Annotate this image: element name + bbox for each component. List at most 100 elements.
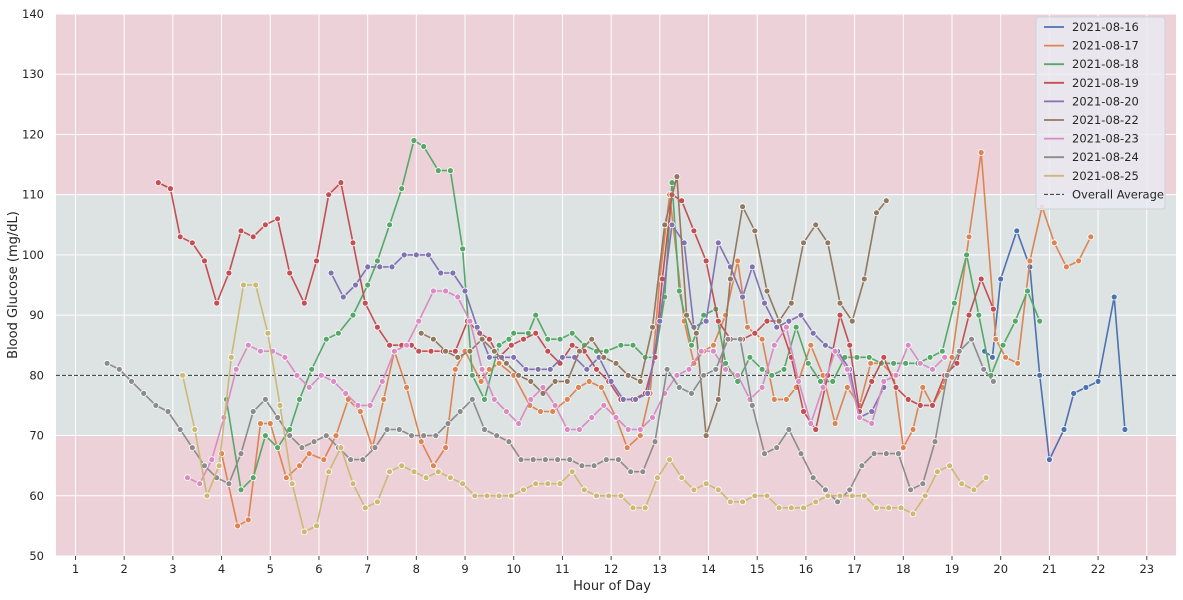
data-point: [683, 311, 690, 319]
data-point: [1036, 371, 1044, 379]
data-point: [510, 353, 518, 361]
data-point: [420, 143, 428, 150]
data-point: [980, 365, 988, 373]
data-point: [515, 371, 522, 379]
data-point: [763, 317, 771, 325]
data-point: [710, 347, 717, 355]
data-point: [795, 377, 802, 385]
data-point: [977, 149, 985, 156]
data-point: [364, 281, 372, 289]
data-point: [576, 347, 583, 355]
data-point: [812, 426, 820, 433]
data-point: [812, 221, 820, 229]
data-point: [305, 450, 313, 458]
data-point: [787, 504, 795, 512]
data-point: [649, 414, 656, 421]
data-point: [1036, 317, 1044, 325]
data-point: [727, 498, 734, 506]
legend-label: 2021-08-18: [1072, 57, 1139, 71]
data-point: [770, 395, 778, 403]
data-point: [800, 408, 807, 415]
data-point: [724, 335, 732, 343]
data-point: [568, 341, 576, 349]
data-point: [325, 468, 333, 476]
data-point: [736, 335, 744, 343]
data-point: [982, 474, 990, 482]
data-point: [451, 365, 459, 373]
legend-entry: 2021-08-24: [1044, 150, 1139, 164]
data-point: [775, 317, 783, 325]
data-point: [690, 486, 698, 494]
data-point: [809, 474, 817, 482]
data-point: [184, 474, 191, 482]
data-point: [481, 426, 488, 433]
data-point: [442, 347, 450, 355]
data-point: [364, 263, 372, 271]
legend-entry: 2021-08-23: [1044, 132, 1139, 146]
data-point: [322, 335, 330, 343]
data-point: [632, 395, 639, 403]
data-point: [1094, 377, 1102, 385]
data-point: [880, 377, 888, 385]
data-point: [349, 239, 357, 247]
data-point: [907, 486, 914, 494]
data-point: [858, 462, 866, 470]
data-point: [532, 329, 540, 337]
data-point: [300, 528, 308, 536]
data-point: [758, 365, 766, 373]
data-point: [380, 395, 388, 403]
y-tick-label: 80: [29, 368, 44, 382]
data-point: [824, 239, 832, 247]
data-point: [792, 323, 800, 331]
data-point: [848, 492, 856, 500]
legend-entry-average: Overall Average: [1044, 187, 1164, 201]
data-point: [836, 299, 844, 307]
data-point: [261, 432, 269, 440]
data-point: [103, 359, 111, 367]
data-point: [921, 492, 929, 500]
x-tick-label: 2: [121, 562, 128, 576]
data-point: [520, 335, 527, 343]
x-tick-label: 18: [896, 562, 911, 576]
data-point: [663, 365, 671, 373]
data-point: [797, 450, 805, 458]
data-point: [644, 389, 652, 397]
data-point: [636, 377, 644, 385]
data-point: [710, 341, 717, 349]
data-point: [673, 173, 681, 181]
data-point: [493, 432, 501, 440]
data-point: [712, 365, 720, 373]
data-point: [152, 401, 160, 409]
data-point: [865, 353, 873, 361]
data-point: [714, 317, 722, 325]
legend-label: 2021-08-20: [1072, 94, 1139, 108]
data-point: [853, 353, 861, 361]
data-point: [237, 450, 245, 458]
data-point: [249, 408, 257, 415]
series-2021-08-25: [179, 281, 990, 536]
data-point: [478, 365, 486, 373]
data-point: [359, 456, 367, 464]
data-point: [403, 341, 411, 349]
data-point: [727, 275, 734, 283]
x-axis-label: Hour of Day: [573, 579, 651, 594]
data-point: [349, 311, 357, 319]
data-point: [237, 486, 245, 494]
data-point: [559, 353, 566, 361]
data-point: [904, 341, 912, 349]
data-point: [498, 353, 506, 361]
data-point: [836, 492, 844, 500]
data-point: [483, 492, 491, 500]
data-point: [804, 359, 812, 367]
x-tick-label: 6: [315, 562, 322, 576]
data-point: [1050, 239, 1058, 247]
data-point: [566, 456, 574, 464]
data-point: [651, 438, 659, 446]
data-point: [929, 365, 936, 373]
data-point: [332, 432, 340, 440]
data-point: [763, 287, 771, 295]
data-point: [520, 486, 527, 494]
data-point: [454, 353, 462, 361]
data-point: [179, 371, 187, 379]
legend-box: [1035, 16, 1166, 210]
